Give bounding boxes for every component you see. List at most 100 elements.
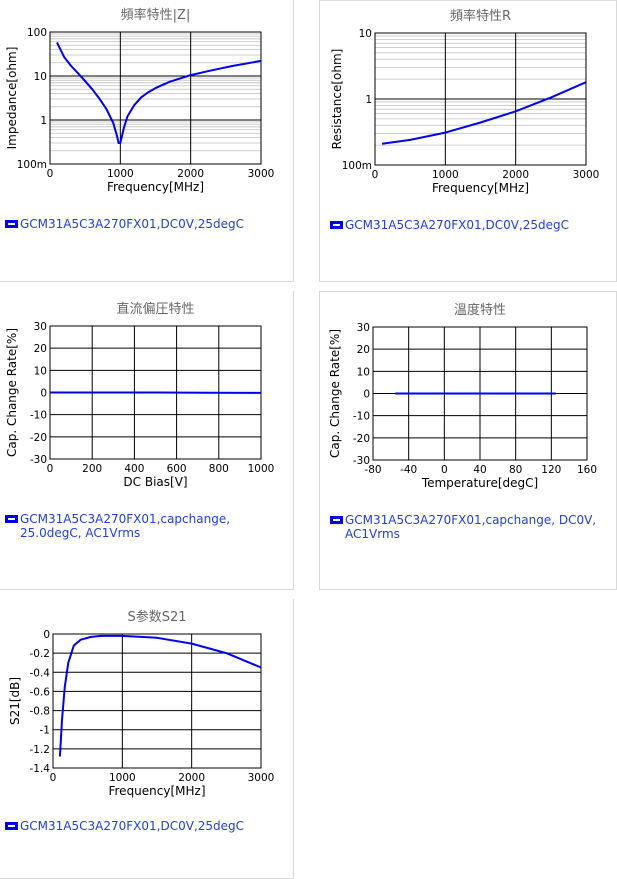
resistance-series-line [381, 81, 587, 145]
s21-x-tick-label: 1000 [109, 772, 136, 784]
s21-legend[interactable]: GCM31A5C3A270FX01,DC0V,25degC [5, 819, 285, 833]
impedance-plot-frame [49, 31, 262, 165]
impedance-x-axis-label: Frequency[MHz] [107, 180, 204, 194]
chart-panel-impedance: 頻率特性|Z| 100m 1 10 100 0 1000 2000 3000 Frequency[… [0, 0, 294, 282]
chart-panel-resistance: 頻率特性R 100m 1 10 0 1000 2000 3000 Frequency[MHz] R… [319, 0, 617, 282]
temperature-x-tick-label: -40 [400, 464, 417, 476]
impedance-y-tick-label: 1 [40, 115, 47, 127]
series-swatch-icon [330, 221, 343, 229]
series-swatch-icon [5, 822, 18, 830]
temperature-chart: 溫度特性 -30 -20 -10 0 10 20 30 -80 -40 0 40 80 120 160 Tem… [328, 302, 597, 490]
s21-chart-title: S参数S21 [127, 609, 186, 625]
impedance-x-tick-label: 2000 [177, 168, 204, 180]
s21-legend-label: GCM31A5C3A270FX01,DC0V,25degC [20, 819, 245, 833]
resistance-x-tick-label: 2000 [502, 169, 529, 181]
s21-y-axis-label: S21[dB] [8, 677, 22, 725]
temperature-x-tick-label: 160 [577, 464, 597, 476]
temperature-x-tick-label: 40 [473, 464, 486, 476]
dc-bias-legend[interactable]: GCM31A5C3A270FX01,capchange, 25.0degC, A… [5, 512, 255, 540]
temperature-y-tick-label: -20 [353, 433, 370, 445]
impedance-x-tick-label: 3000 [248, 168, 275, 180]
impedance-y-tick-label: 10 [34, 71, 47, 83]
temperature-y-tick-label: -30 [353, 455, 370, 467]
resistance-x-axis-label: Frequency[MHz] [432, 181, 529, 195]
impedance-y-tick-label: 100m [17, 159, 47, 171]
series-swatch-icon [5, 220, 18, 228]
s21-y-tick-label: -0.8 [30, 706, 51, 718]
resistance-legend-label: GCM31A5C3A270FX01,DC0V,25degC [345, 218, 570, 232]
impedance-x-tick-label: 0 [47, 168, 54, 180]
temperature-legend-label: GCM31A5C3A270FX01,capchange, DC0V, AC1Vr… [345, 513, 597, 541]
resistance-chart: 頻率特性R 100m 1 10 0 1000 2000 3000 Frequency[MHz] R… [330, 8, 600, 195]
resistance-y-axis-label: Resistance[ohm] [330, 49, 344, 150]
s21-y-tick-label: -1.2 [30, 744, 51, 756]
series-swatch-icon [5, 515, 18, 523]
resistance-y-tick-label: 1 [365, 94, 372, 106]
temperature-x-tick-label: 0 [441, 464, 448, 476]
dc-bias-y-axis-label: Cap. Change Rate[%] [5, 328, 19, 457]
temperature-y-tick-label: 20 [357, 344, 370, 356]
impedance-y-axis-label: Impedance[ohm] [5, 47, 19, 150]
resistance-legend[interactable]: GCM31A5C3A270FX01,DC0V,25degC [330, 218, 610, 232]
s21-y-tick-label: -0.2 [30, 648, 51, 660]
dc-bias-x-tick-label: 400 [124, 463, 144, 475]
temperature-y-tick-label: 30 [357, 322, 370, 334]
dc-bias-x-tick-label: 200 [82, 463, 102, 475]
dc-bias-x-axis-label: DC Bias[V] [123, 475, 187, 489]
impedance-y-tick-label: 100 [27, 27, 47, 39]
resistance-x-tick-label: 0 [372, 169, 379, 181]
temperature-y-axis-label: Cap. Change Rate[%] [328, 329, 342, 458]
resistance-y-tick-label: 10 [359, 28, 372, 40]
series-swatch-icon [330, 516, 343, 524]
temperature-y-tick-label: 0 [363, 389, 370, 401]
s21-plot-frame [52, 633, 262, 769]
dc-bias-chart-title: 直流偏圧特性 [116, 302, 194, 317]
dc-bias-y-tick-label: 10 [34, 365, 47, 377]
temperature-chart-title: 溫度特性 [454, 302, 506, 318]
resistance-plot-frame [374, 32, 587, 166]
s21-y-tick-label: -1.4 [30, 763, 51, 775]
resistance-x-tick-label: 1000 [432, 169, 459, 181]
chart-panel-temperature: 溫度特性 -30 -20 -10 0 10 20 30 -80 -40 0 40 80 120 160 Tem… [319, 291, 617, 590]
s21-y-tick-label: -1 [40, 725, 50, 737]
impedance-series-line [56, 41, 262, 144]
temperature-legend[interactable]: GCM31A5C3A270FX01,capchange, DC0V, AC1Vr… [330, 513, 605, 541]
s21-y-tick-label: -0.4 [30, 667, 51, 679]
resistance-chart-title: 頻率特性R [450, 8, 511, 24]
s21-y-tick-label: 0 [43, 629, 50, 641]
temperature-y-tick-label: -10 [353, 411, 370, 423]
resistance-y-tick-label: 100m [342, 160, 372, 172]
dc-bias-x-tick-label: 800 [209, 463, 229, 475]
chart-panel-s21: S参数S21 0 -0.2 -0.4 -0.6 -0.8 -1 -1.2 -1.4 0 1000 20… [0, 599, 294, 879]
temperature-x-axis-label: Temperature[degC] [421, 476, 538, 490]
temperature-plot-frame [372, 326, 588, 461]
resistance-x-tick-label: 3000 [573, 169, 600, 181]
s21-x-axis-label: Frequency[MHz] [108, 784, 205, 798]
dc-bias-x-tick-label: 600 [167, 463, 187, 475]
s21-x-tick-label: 3000 [248, 772, 275, 784]
chart-panel-dc-bias: 直流偏圧特性 -30 -20 -10 0 10 20 30 0 200 400 600 800 1000 D… [0, 291, 294, 590]
dc-bias-y-tick-label: 20 [34, 343, 47, 355]
dc-bias-y-tick-label: -20 [30, 432, 47, 444]
dc-bias-x-tick-label: 0 [47, 463, 54, 475]
impedance-x-tick-label: 1000 [107, 168, 134, 180]
temperature-x-tick-label: 120 [541, 464, 561, 476]
impedance-legend[interactable]: GCM31A5C3A270FX01,DC0V,25degC [5, 217, 285, 231]
s21-x-tick-label: 0 [50, 772, 57, 784]
s21-y-tick-label: -0.6 [30, 686, 51, 698]
dc-bias-legend-label: GCM31A5C3A270FX01,capchange, 25.0degC, A… [20, 512, 231, 540]
s21-series-line [58, 634, 262, 757]
s21-x-tick-label: 2000 [178, 772, 205, 784]
dc-bias-y-tick-label: -10 [30, 410, 47, 422]
dc-bias-x-tick-label: 1000 [248, 463, 275, 475]
impedance-chart-title: 頻率特性|Z| [121, 7, 191, 23]
impedance-legend-label: GCM31A5C3A270FX01,DC0V,25degC [20, 217, 245, 231]
temperature-x-tick-label: -80 [364, 464, 381, 476]
temperature-y-tick-label: 10 [357, 366, 370, 378]
dc-bias-y-tick-label: -30 [30, 454, 47, 466]
dc-bias-y-tick-label: 30 [34, 321, 47, 333]
dc-bias-chart: 直流偏圧特性 -30 -20 -10 0 10 20 30 0 200 400 600 800 1000 D… [5, 302, 275, 489]
dc-bias-y-tick-label: 0 [40, 388, 47, 400]
